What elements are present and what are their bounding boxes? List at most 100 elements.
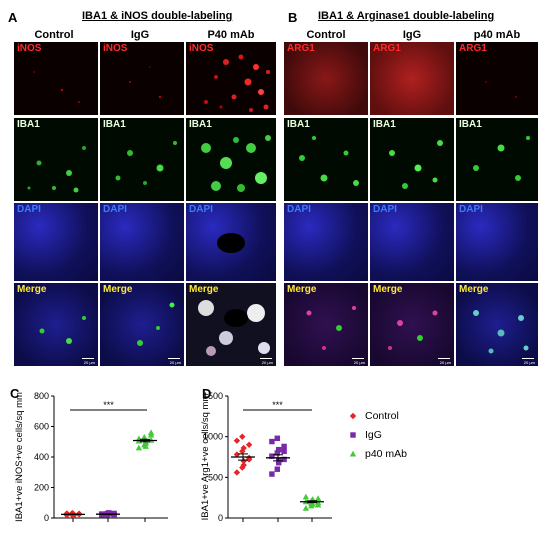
chart-1-point [269,471,275,477]
panel-b-iba1-igg: IBA1 [370,118,454,201]
chart-1-point [245,456,253,463]
chart-1-point [269,438,275,445]
chart-1-y-tick-label: 0 [218,513,223,523]
tile-label: iNOS [189,43,214,54]
tile-label: DAPI [17,204,41,215]
panel-b-col-igg: IgG [402,29,422,41]
chart-0-y-axis-label: IBA1+ve iNOS+ve cells/sq mm [14,392,25,522]
merge-igg-signal [137,302,175,346]
legend-marker [350,432,356,438]
chart-1-point [302,505,310,511]
chart-0-y-tick-label: 800 [34,391,49,401]
legend-label: Control [365,410,399,422]
panel-b-arg1-control: ARG1 [284,42,368,115]
panel-b-title: IBA1 & Arginase1 double-labeling [318,10,495,22]
chart-1-y-tick-label: 500 [208,472,223,482]
scale-bar-label: 20 μm [83,360,95,365]
iba1-p40-signal [201,135,271,192]
panel-b-iba1-control: IBA1 [284,118,368,201]
tile-label: ARG1 [373,43,401,54]
panel-a-inos-p40: iNOS [186,42,276,115]
chart-0-y-tick-label: 400 [34,452,49,462]
scale-bar [438,358,450,359]
inos-control-signal [33,71,80,103]
panel-a-merge-igg: Merge 20 μm [100,283,184,366]
chart-0-point [135,444,143,451]
panel-b-dapi-igg: DAPI [370,203,454,281]
chart-1-point [233,451,241,458]
tile-label: IBA1 [103,119,126,130]
chart-1-point [239,433,246,440]
panel-a-iba1-p40: IBA1 [186,118,276,201]
chart-1-significance-label: *** [272,400,283,410]
scale-bar [260,358,272,359]
panel-a-inos-control: iNOS [14,42,98,115]
chart-1-point [281,443,287,450]
iba1-b-p40-signal [473,136,530,181]
panel-a-col-p40: P40 mAb [207,29,255,41]
iba1-b-control-signal [299,136,359,186]
scale-bar-label: 20 μm [261,360,273,365]
merge-b-control-signal [306,306,356,350]
scale-bar [168,358,180,359]
panel-a-col-igg: IgG [130,29,150,41]
tile-label: ARG1 [287,43,315,54]
panel-a-col-control: Control [34,29,74,41]
tile-label: IBA1 [459,119,482,130]
scale-bar [352,358,364,359]
tile-label: IBA1 [17,119,40,130]
scale-bar-label: 20 μm [523,360,535,365]
chart-1-point [240,444,247,452]
chart-0-point [142,443,149,449]
panel-a-iba1-control: IBA1 [14,118,98,201]
panel-b-dapi-p40: DAPI [456,203,538,281]
merge-b-igg-signal [388,310,438,350]
merge-b-p40-signal [473,310,529,354]
chart-0-y-tick-label: 600 [34,422,49,432]
tile-label: IBA1 [189,119,212,130]
panel-b-arg1-igg: ARG1 [370,42,454,115]
chart-1-y-tick-label: 1000 [203,432,223,442]
tile-label: ARG1 [459,43,487,54]
merge-p40-signal [198,300,270,356]
chart-1-point [314,501,322,508]
chart-0-y-tick-label: 0 [44,513,49,523]
tile-label: DAPI [459,204,483,215]
chart-0-point [147,429,155,436]
panel-b-letter: B [288,10,298,25]
iba1-control-signal [27,146,86,193]
tile-label: iNOS [17,43,42,54]
tile-label: DAPI [373,204,397,215]
chart-0-y-tick-label: 200 [34,483,49,493]
iba1-igg-signal [115,141,177,185]
scale-bar-label: 20 μm [439,360,451,365]
panel-a-iba1-igg: IBA1 [100,118,184,201]
panel-b-arg1-p40: ARG1 [456,42,538,115]
tile-label: IBA1 [287,119,310,130]
panel-b-col-p40: p40 mAb [473,29,521,41]
tile-label: Merge [287,284,317,295]
chart-1-point [275,446,282,453]
chart-1-point [281,448,287,455]
panel-a-inos-igg: iNOS [100,42,184,115]
panel-b-merge-control: Merge 20 μm [284,283,368,366]
chart-1-point [274,466,281,472]
panel-d-letter: D [202,386,212,401]
tile-label: Merge [459,284,489,295]
chart-0-significance-label: *** [103,400,114,410]
panel-c-letter: C [10,386,20,401]
legend-label: p40 mAb [365,448,407,460]
chart-1-point [302,493,310,500]
panel-b-col-control: Control [306,29,346,41]
panel-b-iba1-p40: IBA1 [456,118,538,201]
panel-a-title: IBA1 & iNOS double-labeling [82,10,233,22]
tile-label: Merge [373,284,403,295]
chart-1-point [274,450,281,456]
panel-a-dapi-igg: DAPI [100,203,184,281]
iba1-b-igg-signal [389,140,443,189]
panel-b-merge-p40: Merge 20 μm [456,283,538,366]
chart-1-point [233,437,241,444]
scale-bar-label: 20 μm [169,360,181,365]
scale-bar-label: 20 μm [353,360,365,365]
inos-p40-signal [204,54,270,112]
